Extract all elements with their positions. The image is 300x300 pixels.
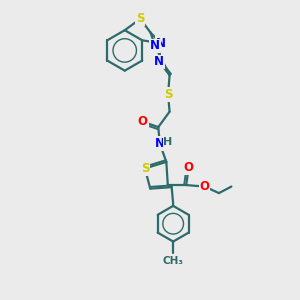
Text: N: N bbox=[156, 37, 166, 50]
Text: N: N bbox=[150, 40, 160, 52]
Text: H: H bbox=[164, 137, 173, 147]
Text: O: O bbox=[184, 161, 194, 174]
Text: O: O bbox=[200, 180, 210, 193]
Text: CH₃: CH₃ bbox=[163, 256, 184, 266]
Text: S: S bbox=[141, 162, 149, 175]
Text: S: S bbox=[164, 88, 172, 101]
Text: O: O bbox=[138, 115, 148, 128]
Text: S: S bbox=[136, 12, 144, 26]
Text: N: N bbox=[154, 55, 164, 68]
Text: N: N bbox=[155, 137, 165, 150]
